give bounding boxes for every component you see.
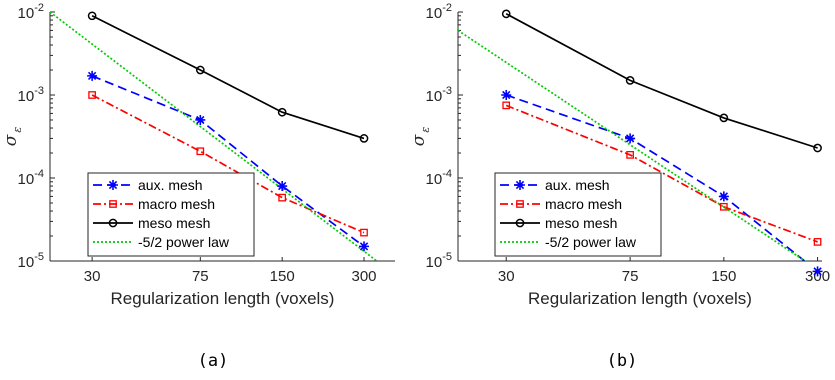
data-point-meso-mesh — [87, 11, 97, 21]
y-tick-label: 10-5 — [426, 251, 452, 271]
x-tick-label: 30 — [84, 268, 101, 285]
data-point-meso-mesh — [719, 113, 729, 123]
series-line-5-2-power-law — [50, 12, 379, 261]
data-point-meso-mesh — [359, 134, 369, 143]
y-tick-label: 10-5 — [18, 251, 44, 271]
legend: aux. mesh macro mesh meso mesh -5/2 power l… — [87, 172, 255, 257]
data-point-meso-mesh — [501, 9, 511, 19]
y-axis-label: σε — [409, 127, 432, 147]
legend-label-5-2-power-law: -5/2 power law — [138, 234, 230, 250]
data-point-macro-mesh — [719, 202, 728, 211]
legend-label-macro-mesh: macro mesh — [138, 196, 215, 212]
data-point-macro-mesh — [278, 193, 287, 202]
panel-b: 30 75 150 300 10-5 10-4 10-3 10-2 Regularization… — [409, 2, 830, 308]
panel-a: 30 75 150 300 10-5 10-4 10-3 10-2 Regularization… — [1, 2, 395, 308]
caption-b: (b) — [607, 351, 638, 371]
data-point-macro-mesh — [360, 228, 368, 237]
legend-marker-macro-mesh — [109, 200, 117, 208]
legend-marker-meso-mesh — [515, 218, 525, 228]
y-tick-label: 10-4 — [426, 168, 452, 188]
data-point-macro-mesh — [813, 238, 822, 246]
y-tick-label: 10-2 — [426, 2, 452, 22]
x-tick-label: 30 — [498, 268, 515, 285]
x-tick-label: 150 — [270, 268, 295, 285]
data-point-aux-mesh — [812, 266, 823, 277]
y-tick-label: 10-3 — [426, 85, 452, 105]
legend-marker-macro-mesh — [516, 200, 524, 208]
legend-marker-aux-mesh — [515, 180, 525, 190]
legend-label-aux-mesh: aux. mesh — [138, 177, 203, 193]
data-point-aux-mesh — [359, 241, 370, 252]
legend-label-macro-mesh: macro mesh — [545, 196, 622, 212]
series-line-meso-mesh — [505, 13, 818, 149]
plot-area — [458, 13, 818, 261]
legend-label-meso-mesh: meso mesh — [545, 215, 617, 231]
series-line-macro-mesh — [505, 104, 818, 243]
y-tick-label: 10-2 — [18, 2, 44, 22]
series-line-5-2-power-law — [458, 29, 807, 261]
series-line-meso-mesh — [91, 15, 365, 140]
data-point-aux-mesh — [718, 191, 729, 202]
legend-label-meso-mesh: meso mesh — [138, 215, 210, 231]
data-point-macro-mesh — [196, 147, 205, 156]
x-tick-label: 300 — [805, 268, 830, 285]
y-tick-label: 10-4 — [18, 168, 44, 188]
data-point-meso-mesh — [813, 143, 822, 153]
series-line-aux-mesh — [91, 75, 365, 248]
data-point-macro-mesh — [502, 101, 511, 110]
x-tick-label: 300 — [352, 268, 377, 285]
data-point-aux-mesh — [501, 90, 512, 100]
data-point-aux-mesh — [277, 181, 288, 192]
legend-marker-aux-mesh — [108, 180, 118, 190]
legend-label-aux-mesh: aux. mesh — [545, 177, 610, 193]
x-axis-label: Regularization length (voxels) — [111, 289, 335, 308]
data-point-aux-mesh — [625, 133, 636, 144]
series-line-aux-mesh — [505, 94, 806, 261]
data-point-meso-mesh — [625, 76, 635, 85]
data-point-aux-mesh — [195, 114, 206, 125]
data-point-meso-mesh — [277, 107, 287, 117]
x-tick-label: 75 — [192, 268, 209, 285]
data-point-macro-mesh — [626, 151, 634, 159]
plot-area — [50, 12, 379, 261]
legend: aux. mesh macro mesh meso mesh -5/2 power l… — [494, 172, 662, 257]
series-line-macro-mesh — [91, 94, 365, 234]
data-point-aux-mesh — [87, 70, 98, 81]
x-axis-label: Regularization length (voxels) — [528, 289, 752, 308]
data-point-meso-mesh — [195, 65, 205, 75]
x-tick-label: 75 — [622, 268, 639, 285]
data-point-macro-mesh — [88, 91, 96, 99]
y-tick-label: 10-3 — [18, 85, 44, 105]
legend-label-5-2-power-law: -5/2 power law — [545, 234, 637, 250]
legend-marker-meso-mesh — [108, 218, 118, 228]
y-axis-label: σε — [1, 127, 24, 147]
caption-a: (a) — [198, 351, 229, 371]
x-tick-label: 150 — [711, 268, 736, 285]
